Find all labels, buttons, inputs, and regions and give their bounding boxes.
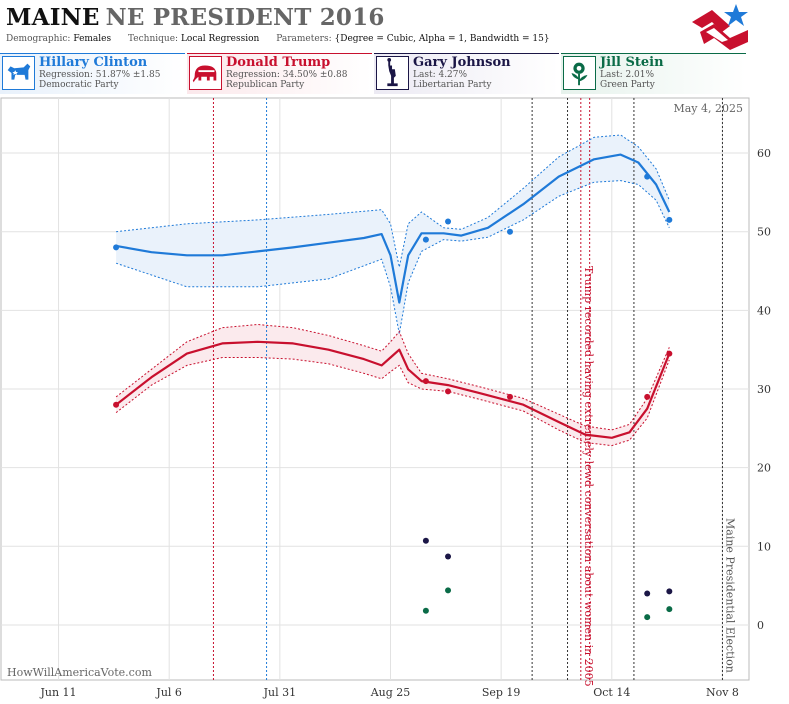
poll-point: [422, 607, 429, 614]
param-parameters-value: {Degree = Cubic, Alpha = 1, Bandwidth = …: [334, 34, 550, 44]
poll-point: [644, 173, 651, 180]
x-tick-label: Jul 31: [263, 686, 297, 699]
poll-point: [445, 553, 452, 560]
candidate-stat: Last: 2.01%: [600, 70, 655, 80]
poll-point: [422, 378, 429, 385]
donkey-icon: [2, 56, 35, 90]
confidence-band: [116, 135, 670, 334]
poll-point: [445, 587, 452, 594]
y-tick-label: 10: [757, 540, 771, 553]
star-flag-logo-icon: [692, 4, 748, 50]
poll-point: [113, 244, 120, 251]
poll-regression-chart: 0 10 20 30 40 50 60 Jun 11 Jul 6 Jul 31 Aug 25 Sep …: [0, 97, 771, 699]
y-tick-label: 40: [757, 304, 771, 317]
param-technique-value: Local Regression: [180, 34, 260, 44]
confidence-band: [116, 324, 670, 446]
param-technique-label: Technique:: [128, 34, 179, 44]
poll-point: [666, 588, 673, 595]
rose-icon: [563, 56, 596, 90]
candidate-name: Gary Johnson: [413, 55, 511, 70]
candidate-name: Hillary Clinton: [39, 55, 148, 70]
poll-point: [445, 218, 452, 225]
x-tick-label: Oct 14: [593, 686, 630, 699]
poll-point: [666, 350, 673, 357]
candidate-card-clinton: Hillary Clinton Regression: 51.87% ±1.85…: [0, 53, 185, 94]
candidate-party: Democratic Party: [39, 80, 119, 90]
param-demographic-label: Demographic:: [6, 34, 71, 44]
poll-point: [644, 614, 651, 621]
candidate-party: Libertarian Party: [413, 80, 492, 90]
candidate-name: Jill Stein: [600, 55, 664, 70]
title-rest: NE PRESIDENT 2016: [105, 4, 385, 31]
x-tick-label: Jul 6: [155, 686, 182, 699]
statue-of-liberty-icon: [376, 56, 409, 90]
param-demographic-value: Females: [73, 34, 112, 44]
candidate-card-stein: Jill Stein Last: 2.01% Green Party: [561, 53, 746, 94]
candidate-party: Republican Party: [226, 80, 305, 90]
candidate-stat: Last: 4.27%: [413, 70, 468, 80]
poll-point: [422, 537, 429, 544]
band-lower-edge: [115, 180, 670, 334]
y-tick-label: 20: [757, 462, 771, 475]
param-parameters-label: Parameters:: [276, 34, 332, 44]
band-upper-edge: [116, 134, 670, 268]
x-tick-label: Jun 11: [39, 686, 76, 699]
regression-line: [115, 153, 671, 304]
poll-point: [666, 216, 673, 223]
poll-point: [506, 228, 513, 235]
candidate-party: Green Party: [600, 80, 655, 90]
candidate-card-johnson: Gary Johnson Last: 4.27% Libertarian Par…: [374, 53, 559, 94]
poll-point: [113, 401, 120, 408]
candidate-stat: Regression: 34.50% ±0.88: [226, 70, 348, 80]
event-label: Trump recorded having extremely lewd con…: [582, 266, 595, 687]
x-tick-label: Nov 8: [706, 686, 739, 699]
event-label: Maine Presidential Election: [723, 518, 736, 673]
x-tick-label: Aug 25: [370, 686, 411, 699]
poll-point: [644, 393, 651, 400]
chart-header: MAINE NE PRESIDENT 2016 Demographic: Fema…: [0, 0, 789, 52]
candidate-stat: Regression: 51.87% ±1.85: [39, 70, 161, 80]
elephant-icon: [189, 56, 222, 90]
parameters-line: Demographic: Females Technique: Local Re…: [6, 34, 564, 44]
poll-point: [445, 388, 452, 395]
y-tick-label: 0: [757, 619, 764, 632]
candidate-card-trump: Donald Trump Regression: 34.50% ±0.88 Re…: [187, 53, 372, 94]
date-label: May 4, 2025: [673, 102, 743, 115]
candidate-legend: Hillary Clinton Regression: 51.87% ±1.85…: [0, 53, 789, 94]
y-tick-label: 50: [757, 226, 771, 239]
candidate-name: Donald Trump: [226, 55, 331, 70]
poll-point: [422, 236, 429, 243]
watermark: HowWillAmericaVote.com: [7, 666, 152, 679]
y-tick-label: 30: [757, 383, 771, 396]
x-tick-label: Sep 19: [482, 686, 521, 699]
poll-point: [506, 393, 513, 400]
y-tick-label: 60: [757, 147, 771, 160]
regression-line: [115, 340, 671, 439]
title-state: MAINE: [6, 4, 100, 31]
page-title: MAINE NE PRESIDENT 2016: [6, 4, 385, 31]
band-upper-edge: [115, 323, 670, 431]
poll-point: [666, 606, 673, 613]
poll-point: [644, 590, 651, 597]
